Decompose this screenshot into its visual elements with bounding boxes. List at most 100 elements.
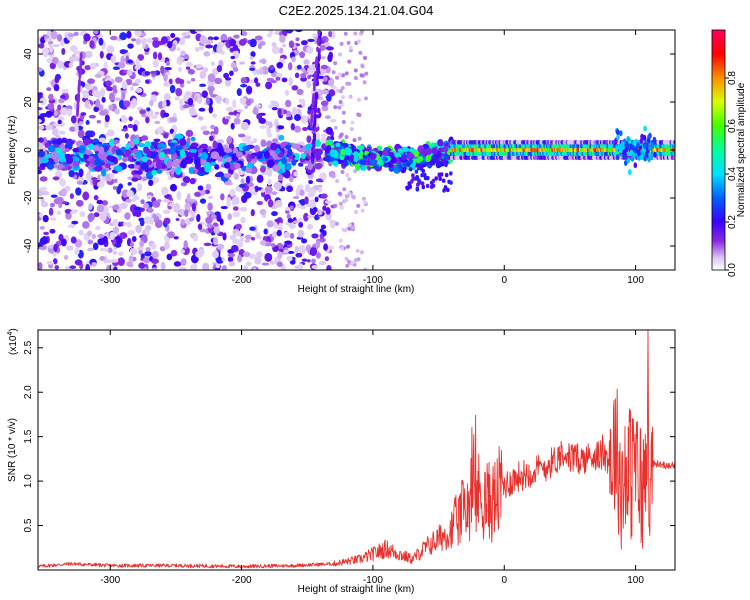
- spectrogram-cell: [177, 56, 185, 62]
- spectrogram-cell: [619, 130, 623, 137]
- spectrogram-cell: [223, 72, 230, 79]
- spectrogram-cell: [347, 191, 352, 196]
- spectrogram-cell: [244, 239, 250, 243]
- spectrogram-cell: [346, 40, 351, 45]
- spectrogram-cell: [98, 146, 105, 155]
- spectrogram-cell: [146, 194, 153, 200]
- spectrogram-cell: [65, 212, 72, 220]
- spectrogram-cell: [335, 142, 341, 148]
- spectrogram-cell: [84, 65, 92, 71]
- spectrogram-cell: [425, 154, 431, 163]
- spectrogram-cell: [424, 147, 432, 156]
- spectrogram-cell: [254, 77, 259, 84]
- spectrogram-cell: [233, 34, 240, 39]
- spectrogram-cell: [266, 220, 274, 228]
- spectrogram-cell: [250, 51, 256, 58]
- spectrogram-cell: [77, 83, 81, 89]
- spectrogram-cell: [286, 255, 293, 262]
- spectrogram-cell: [59, 178, 66, 187]
- spectrogram-cell: [344, 71, 349, 76]
- spectrogram-cell: [144, 251, 152, 257]
- spectrogram-cell: [244, 105, 249, 109]
- spectrogram-cell: [289, 205, 294, 210]
- spectrogram-cell: [135, 161, 141, 166]
- spectrogram-cell: [245, 99, 252, 106]
- spectrogram-cell: [186, 80, 192, 85]
- spectrogram-cell: [46, 57, 53, 64]
- spectrogram-cell: [341, 110, 346, 115]
- spectrogram-cell: [650, 142, 655, 149]
- spectrogram-cell: [347, 59, 352, 64]
- spectrogram-cell: [56, 60, 64, 69]
- spectrogram-cell: [314, 163, 323, 170]
- spectrogram-cell: [330, 144, 335, 149]
- spectrogram-cell: [344, 135, 349, 139]
- spectrogram-cell: [85, 264, 90, 270]
- spectrogram-cell: [128, 255, 134, 264]
- spectrogram-cell: [121, 128, 128, 132]
- spectrogram-cell: [443, 152, 449, 161]
- spectrogram-cell: [69, 210, 77, 215]
- spectrogram-cell: [358, 151, 364, 160]
- snr-xtick-label: 100: [627, 575, 644, 586]
- spectrogram-cell: [173, 203, 181, 212]
- spectrogram-cell: [228, 38, 237, 47]
- spectrogram-cell: [360, 165, 367, 171]
- spectrogram-cell: [311, 101, 315, 108]
- spectrogram-cell: [345, 263, 350, 268]
- spectrogram-cell: [291, 143, 301, 150]
- spectrogram-cell: [163, 73, 168, 82]
- spectrogram-cell: [335, 75, 339, 80]
- spectrogram-cell: [180, 249, 186, 254]
- spectrogram-cell: [78, 168, 84, 178]
- spectrogram-cell: [239, 206, 248, 212]
- spectrogram-cell: [186, 193, 191, 203]
- spectrogram-cell: [240, 178, 245, 185]
- snr-scale-exponent: 4: [7, 332, 14, 336]
- spectrogram-cell: [169, 84, 176, 94]
- spectrogram-cell: [189, 264, 196, 270]
- spectrogram-cell: [626, 136, 630, 142]
- spectrogram-cell: [284, 240, 292, 245]
- spectrogram-cell: [112, 226, 120, 234]
- spectrogram-cell: [333, 160, 339, 167]
- spectrogram-cell: [186, 91, 193, 96]
- spectrogram-cell: [228, 261, 236, 267]
- spectrogram-cell: [276, 61, 283, 69]
- spectrogram-cell: [38, 169, 42, 175]
- spectrogram-cell: [42, 191, 50, 196]
- spectrogram-cell: [260, 139, 267, 148]
- spectrogram-cell: [649, 153, 654, 160]
- spectrogram-cell: [119, 232, 128, 239]
- spectrogram-cell: [330, 221, 336, 229]
- spectrogram-cell: [344, 198, 349, 202]
- spectrogram-cell: [156, 169, 163, 174]
- spectrogram-cell: [191, 202, 197, 212]
- spectrogram-cell: [87, 103, 93, 110]
- spectrogram-cell: [167, 231, 175, 239]
- spectrogram-cell: [350, 120, 355, 125]
- spectrogram-cell: [179, 36, 186, 46]
- spectrogram-cell: [124, 212, 131, 220]
- spectrogram-cell: [362, 80, 367, 85]
- spectrogram-cell: [315, 240, 321, 249]
- spectrogram-cell: [276, 229, 282, 237]
- spectrogram-cell: [236, 241, 244, 248]
- spectrogram-cell: [285, 99, 292, 108]
- spectrogram-cell: [229, 234, 237, 241]
- spectrogram-cell: [327, 139, 334, 145]
- spectrogram-cell: [198, 45, 204, 51]
- spectrogram-cell: [216, 243, 225, 250]
- spectrogram-cell: [131, 235, 137, 243]
- spectrogram-cell: [140, 253, 145, 260]
- spectrogram-cell: [229, 188, 236, 198]
- spectrogram-cell: [315, 91, 319, 98]
- spectrogram-cell: [274, 218, 281, 223]
- spectrogram-ytick-label: -40: [23, 238, 34, 253]
- spectrogram-cell: [40, 197, 45, 203]
- spectrogram-cell: [214, 211, 221, 216]
- spectrogram-cell: [323, 243, 329, 251]
- spectrogram-cell: [84, 83, 91, 90]
- spectrogram-cell: [277, 173, 284, 182]
- spectrogram-cell: [108, 92, 115, 102]
